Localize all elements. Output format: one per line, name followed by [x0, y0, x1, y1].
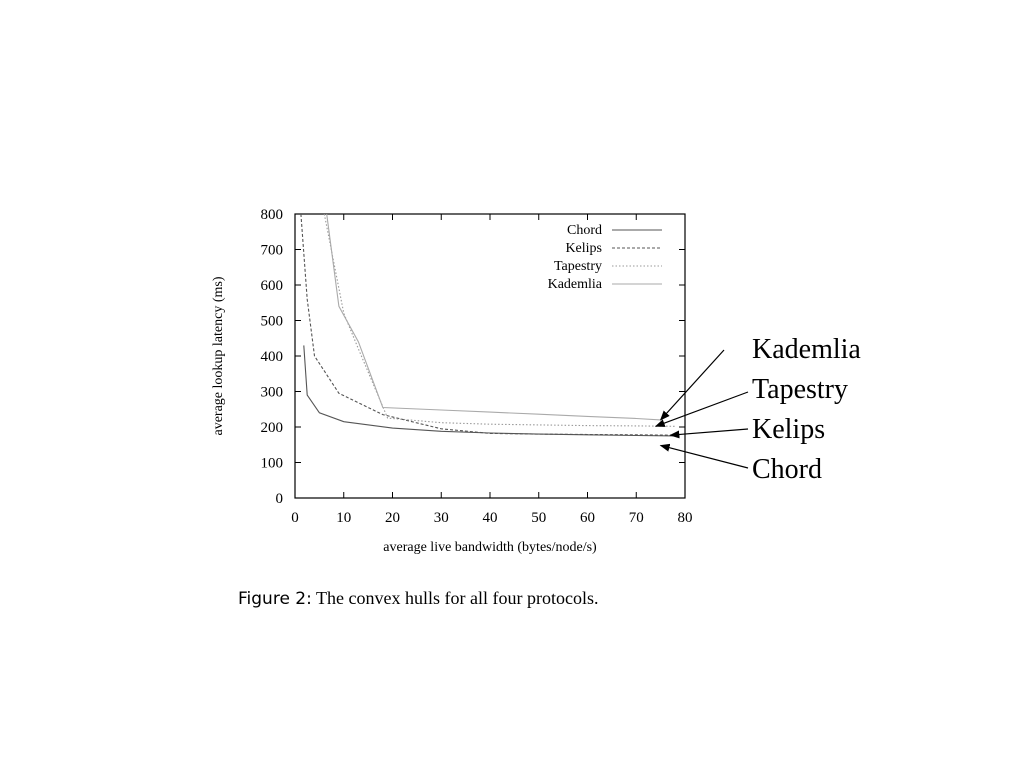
plot-frame — [294, 213, 686, 499]
y-tick-label: 300 — [261, 385, 284, 401]
callout-arrow-tapestry — [654, 391, 749, 427]
callout-label-chord: Chord — [752, 454, 822, 485]
callout-arrow-chord — [659, 443, 749, 469]
legend-label-tapestry: Tapestry — [554, 259, 602, 274]
figure-caption-prefix: Figure 2: — [238, 589, 312, 609]
legend-label-kelips: Kelips — [565, 241, 602, 256]
callout-label-tapestry: Tapestry — [752, 374, 849, 405]
y-tick-label: 0 — [276, 491, 284, 507]
x-tick-label: 70 — [629, 510, 644, 526]
y-tick-label: 200 — [261, 420, 284, 436]
y-tick-label: 800 — [261, 207, 284, 223]
series-line-kademlia — [326, 214, 661, 421]
x-tick-label: 60 — [580, 510, 595, 526]
x-axis-title: average live bandwidth (bytes/node/s) — [383, 540, 597, 555]
series-line-tapestry — [323, 214, 676, 427]
x-tick-label: 10 — [336, 510, 351, 526]
series-line-kelips — [300, 214, 676, 436]
series-line-chord — [303, 345, 676, 437]
y-tick-label: 500 — [261, 314, 284, 330]
callout-arrow-kademlia — [659, 349, 725, 421]
figure-caption: Figure 2: The convex hulls for all four … — [238, 588, 598, 609]
y-tick-label: 100 — [261, 456, 284, 472]
x-tick-label: 40 — [483, 510, 498, 526]
legend-label-chord: Chord — [567, 223, 602, 238]
callout-label-kademlia: Kademlia — [752, 334, 861, 365]
x-tick-label: 30 — [434, 510, 449, 526]
y-tick-label: 700 — [261, 243, 284, 259]
x-tick-label: 50 — [531, 510, 546, 526]
figure-caption-text: The convex hulls for all four protocols. — [316, 588, 599, 608]
x-tick-label: 80 — [678, 510, 693, 526]
callout-arrow-kelips — [669, 428, 749, 439]
x-tick-label: 0 — [291, 510, 299, 526]
y-tick-label: 400 — [261, 349, 284, 365]
y-axis-title: average lookup latency (ms) — [211, 276, 226, 435]
callout-label-kelips: Kelips — [752, 414, 826, 445]
legend-label-kademlia: Kademlia — [548, 277, 603, 292]
x-tick-label: 20 — [385, 510, 400, 526]
y-tick-label: 600 — [261, 278, 284, 294]
